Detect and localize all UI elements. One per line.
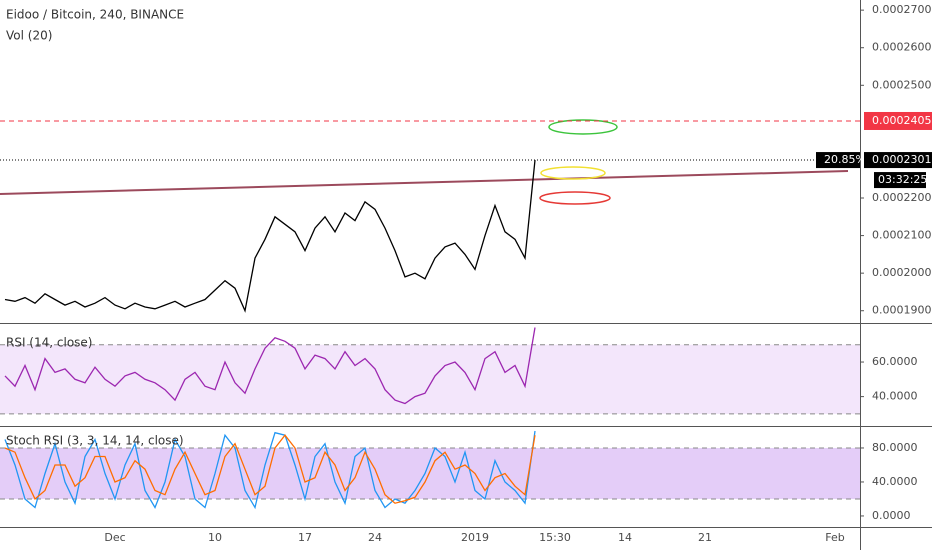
last-price-label: 0.0002301 [872, 153, 932, 166]
alert-label: 0.0002405 [872, 114, 932, 127]
band-fill [0, 344, 860, 414]
volume-label: Vol (20) [6, 29, 52, 43]
y-tick-label: 40.0000 [872, 475, 918, 488]
y-tick-label: 80.0000 [872, 441, 918, 454]
x-tick-label: 2019 [461, 531, 489, 544]
x-tick-label: 15:30 [539, 531, 571, 544]
y-tick-label: 0.0001900 [872, 304, 932, 317]
x-tick-label: 24 [368, 531, 382, 544]
y-tick-label: 0.0002000 [872, 266, 932, 279]
last-price-box [864, 152, 932, 169]
annotation-ellipse [540, 166, 606, 180]
rsi-title: RSI (14, close) [6, 336, 92, 350]
y-tick-label: 0.0002600 [872, 41, 932, 54]
series-line [4, 434, 536, 504]
x-tick-label: 10 [208, 531, 222, 544]
series-line [4, 327, 536, 405]
x-tick-label: Feb [825, 531, 844, 544]
y-tick-label: 60.0000 [872, 355, 918, 368]
annotation-ellipse [548, 119, 618, 135]
y-tick-label: 0.0002500 [872, 78, 932, 91]
x-tick-label: 14 [618, 531, 632, 544]
y-tick-label: 40.0000 [872, 390, 918, 403]
x-tick-label: Dec [104, 531, 125, 544]
countdown-label: 03:32:25 [878, 173, 927, 186]
chart-title: Eidoo / Bitcoin, 240, BINANCE [6, 8, 184, 22]
band-fill [0, 447, 860, 499]
annotation-ellipse [539, 191, 611, 205]
series-line [4, 430, 536, 510]
trend-line [0, 170, 849, 195]
y-tick-label: 0.0002200 [872, 191, 932, 204]
x-tick-label: 17 [298, 531, 312, 544]
stoch-title: Stoch RSI (3, 3, 14, 14, close) [6, 434, 184, 448]
alert-label-box [864, 111, 932, 130]
change-box [816, 152, 860, 169]
x-tick-label: 21 [698, 531, 712, 544]
chart-layer: 0.0002700 0.0002600 0.0002500 0.0002200 0.00… [0, 3, 932, 544]
y-tick-label: 0.0002700 [872, 3, 932, 16]
change-label: 20.85% [824, 153, 866, 166]
series-line [4, 160, 536, 313]
y-tick-label: 0.0002100 [872, 229, 932, 242]
y-tick-label: 0.0000 [872, 509, 911, 522]
countdown-box [874, 172, 926, 189]
